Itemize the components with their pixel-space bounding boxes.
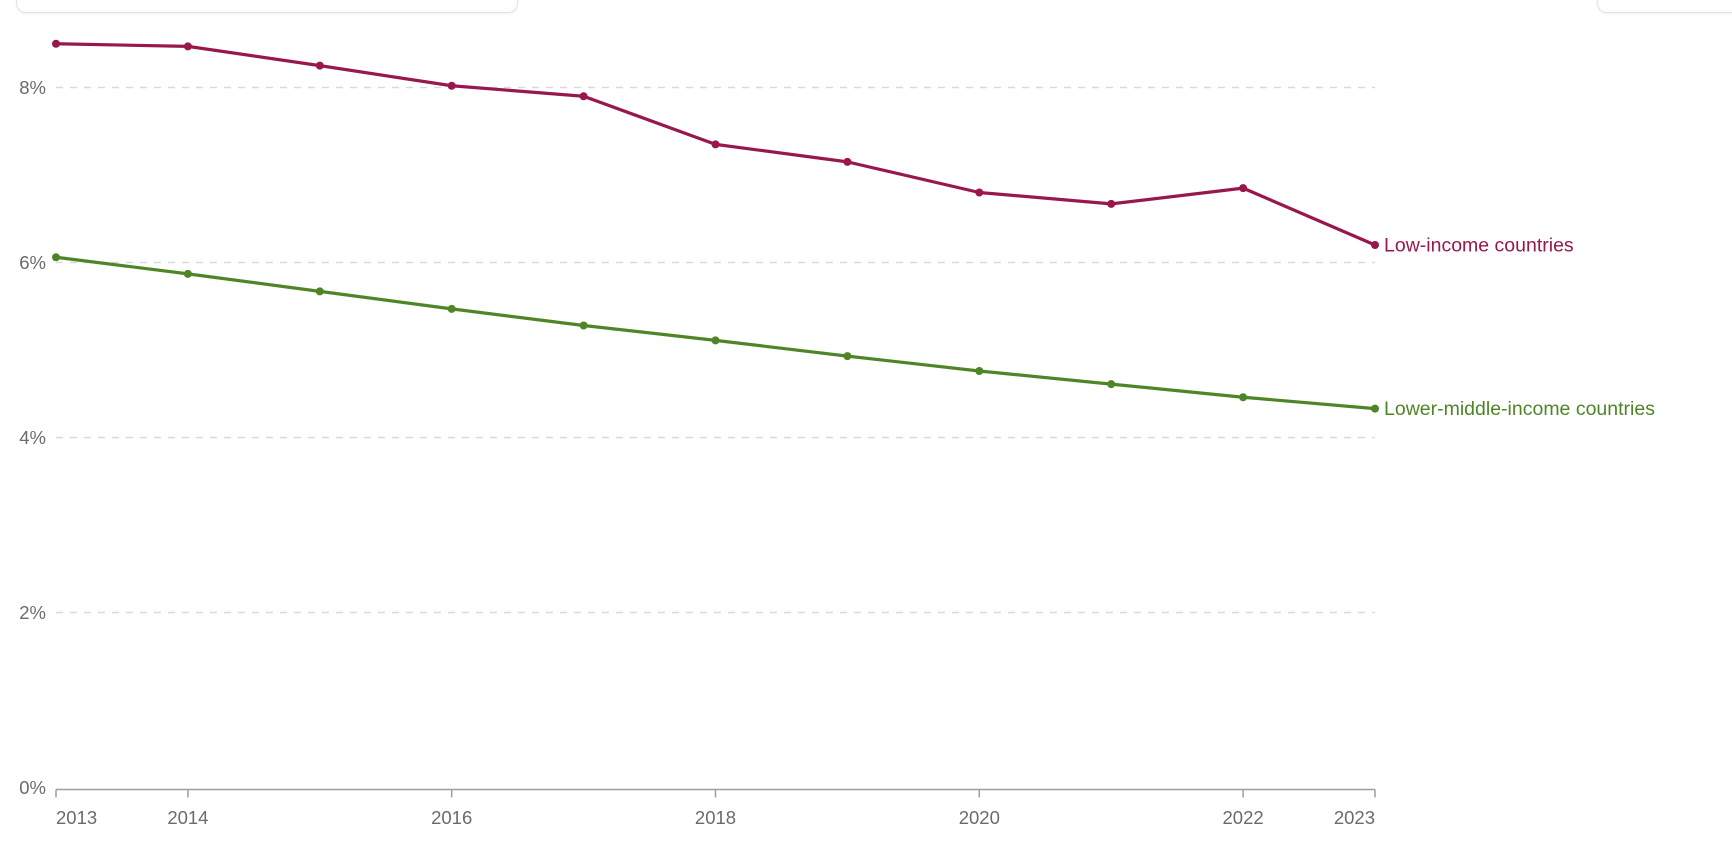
series-line-1[interactable] [54,255,1377,411]
series-1-point-2019 [843,352,852,361]
series-1-point-2013 [52,253,60,262]
series-1-point-2014 [183,269,192,278]
x-axis-label-2016: 2016 [431,807,472,828]
series-end-label-0[interactable]: Low-income countries [1384,235,1574,257]
series-1-point-2015 [315,287,324,296]
series-end-label-1[interactable]: Lower-middle-income countries [1384,398,1655,420]
series-0-point-2016 [447,81,456,90]
x-axis-label-2022: 2022 [1223,807,1264,828]
x-axis-label-2014: 2014 [167,807,208,828]
series-0-point-2020 [975,188,984,197]
series-1-point-2023 [1371,404,1379,413]
series-1-point-2017 [579,321,588,330]
series-1-point-2018 [711,336,720,345]
series-0-point-2015 [315,61,324,70]
y-axis-label-6-percent: 6% [19,252,46,273]
series-0-point-2013 [52,39,60,48]
series-0-point-2014 [183,42,192,51]
series-1-point-2021 [1107,380,1116,389]
x-axis-label-2023: 2023 [1334,807,1375,828]
x-axis-label-2018: 2018 [695,807,736,828]
series-0-point-2018 [711,140,720,149]
x-axis-label-2020: 2020 [959,807,1000,828]
y-axis-label-4-percent: 4% [19,427,46,448]
series-0-point-2017 [579,92,588,101]
series-1-point-2020 [975,367,984,375]
y-axis-label-8-percent: 8% [19,77,46,98]
series-0-point-2019 [843,157,852,166]
series-1-point-2022 [1239,393,1248,402]
y-axis-label-2-percent: 2% [19,602,46,623]
y-axis-label-0-percent: 0% [19,777,46,798]
top-right-partial-control[interactable] [1597,0,1732,13]
series-0-point-2021 [1107,199,1116,208]
series-0-point-2022 [1239,184,1248,193]
x-axis-label-2013: 2013 [56,807,97,828]
series-0-point-2023 [1371,241,1379,249]
series-1-point-2016 [447,304,456,313]
